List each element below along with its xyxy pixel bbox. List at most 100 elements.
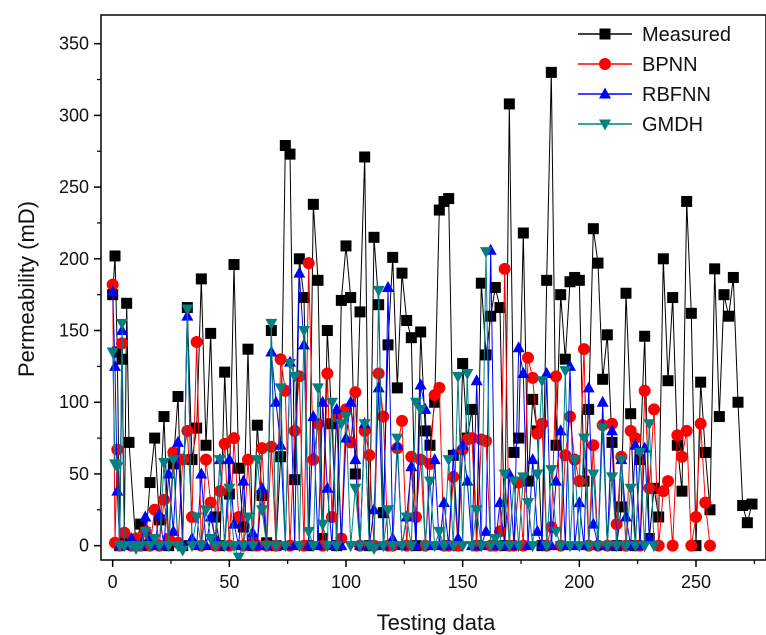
data-point bbox=[256, 442, 268, 455]
data-point bbox=[111, 462, 124, 474]
data-point bbox=[582, 541, 595, 553]
data-point bbox=[522, 498, 534, 510]
data-point bbox=[676, 450, 688, 463]
data-point bbox=[200, 453, 212, 466]
data-point bbox=[680, 424, 693, 437]
data-point bbox=[695, 376, 707, 388]
data-point bbox=[643, 419, 656, 431]
data-point bbox=[494, 302, 506, 314]
data-point bbox=[386, 541, 399, 553]
data-point bbox=[648, 541, 660, 553]
data-point bbox=[363, 541, 376, 553]
data-point bbox=[233, 462, 245, 474]
data-point bbox=[316, 519, 329, 531]
data-point bbox=[489, 282, 501, 293]
legend-marker bbox=[599, 58, 611, 70]
data-point bbox=[302, 257, 315, 270]
data-point bbox=[172, 435, 184, 447]
data-point bbox=[391, 433, 404, 445]
data-point bbox=[260, 541, 273, 553]
data-point bbox=[368, 231, 380, 243]
data-point bbox=[405, 541, 418, 553]
data-point bbox=[377, 541, 390, 553]
data-point bbox=[643, 531, 656, 543]
data-point bbox=[737, 500, 749, 511]
data-point bbox=[382, 281, 394, 292]
data-point bbox=[723, 310, 735, 322]
data-point bbox=[354, 541, 366, 553]
legend-marker bbox=[599, 28, 611, 40]
data-point bbox=[153, 514, 165, 526]
data-point bbox=[172, 391, 184, 402]
data-point bbox=[106, 347, 119, 359]
data-point bbox=[307, 198, 319, 210]
data-point bbox=[620, 510, 632, 522]
data-point bbox=[148, 533, 161, 545]
data-point bbox=[601, 541, 614, 553]
data-point bbox=[517, 367, 530, 379]
data-point bbox=[270, 541, 282, 553]
data-point bbox=[232, 510, 245, 523]
data-point bbox=[508, 446, 520, 458]
data-point bbox=[340, 412, 352, 424]
data-point bbox=[648, 403, 660, 416]
data-point bbox=[554, 541, 567, 553]
data-point bbox=[237, 474, 250, 486]
data-point bbox=[289, 474, 301, 486]
data-point bbox=[387, 251, 399, 263]
legend-label: BPNN bbox=[642, 54, 698, 76]
data-point bbox=[205, 327, 217, 339]
data-point bbox=[461, 474, 474, 486]
x-tick-label: 150 bbox=[448, 572, 478, 592]
data-point bbox=[582, 381, 595, 393]
data-point bbox=[419, 541, 432, 553]
data-point bbox=[503, 98, 515, 110]
data-point bbox=[457, 358, 469, 370]
data-point bbox=[480, 434, 492, 447]
data-point bbox=[158, 493, 170, 506]
data-point bbox=[293, 266, 306, 278]
data-point bbox=[704, 539, 716, 552]
legend-marker bbox=[599, 87, 611, 99]
data-point bbox=[681, 195, 693, 207]
data-point bbox=[503, 541, 516, 553]
data-point bbox=[587, 439, 600, 452]
data-point bbox=[246, 541, 259, 553]
data-point bbox=[195, 541, 208, 553]
data-point bbox=[186, 541, 198, 553]
data-point bbox=[415, 326, 427, 338]
data-point bbox=[372, 381, 385, 393]
data-point bbox=[414, 453, 427, 466]
data-point bbox=[349, 483, 362, 495]
data-point bbox=[629, 438, 642, 450]
data-point bbox=[204, 533, 217, 545]
data-point bbox=[256, 489, 268, 501]
data-point bbox=[573, 541, 586, 553]
y-tick-label: 350 bbox=[59, 34, 89, 54]
data-point bbox=[475, 277, 487, 289]
data-point bbox=[625, 408, 637, 420]
data-point bbox=[144, 541, 156, 553]
data-point bbox=[349, 386, 362, 399]
data-point bbox=[536, 417, 548, 430]
data-point bbox=[629, 541, 642, 553]
data-point bbox=[727, 271, 739, 283]
data-point bbox=[526, 371, 539, 384]
data-point bbox=[382, 505, 394, 517]
data-point bbox=[237, 541, 250, 553]
data-point bbox=[293, 541, 306, 553]
data-point bbox=[447, 541, 460, 553]
data-point bbox=[326, 418, 338, 430]
data-point bbox=[461, 369, 474, 381]
data-point bbox=[242, 343, 254, 355]
data-point bbox=[512, 341, 525, 353]
data-point bbox=[358, 419, 371, 431]
data-point bbox=[428, 453, 441, 465]
data-point bbox=[265, 318, 278, 330]
data-point bbox=[447, 470, 460, 483]
data-point bbox=[438, 496, 450, 508]
data-point bbox=[699, 446, 711, 458]
data-point bbox=[372, 285, 385, 297]
series-layer bbox=[106, 66, 758, 560]
